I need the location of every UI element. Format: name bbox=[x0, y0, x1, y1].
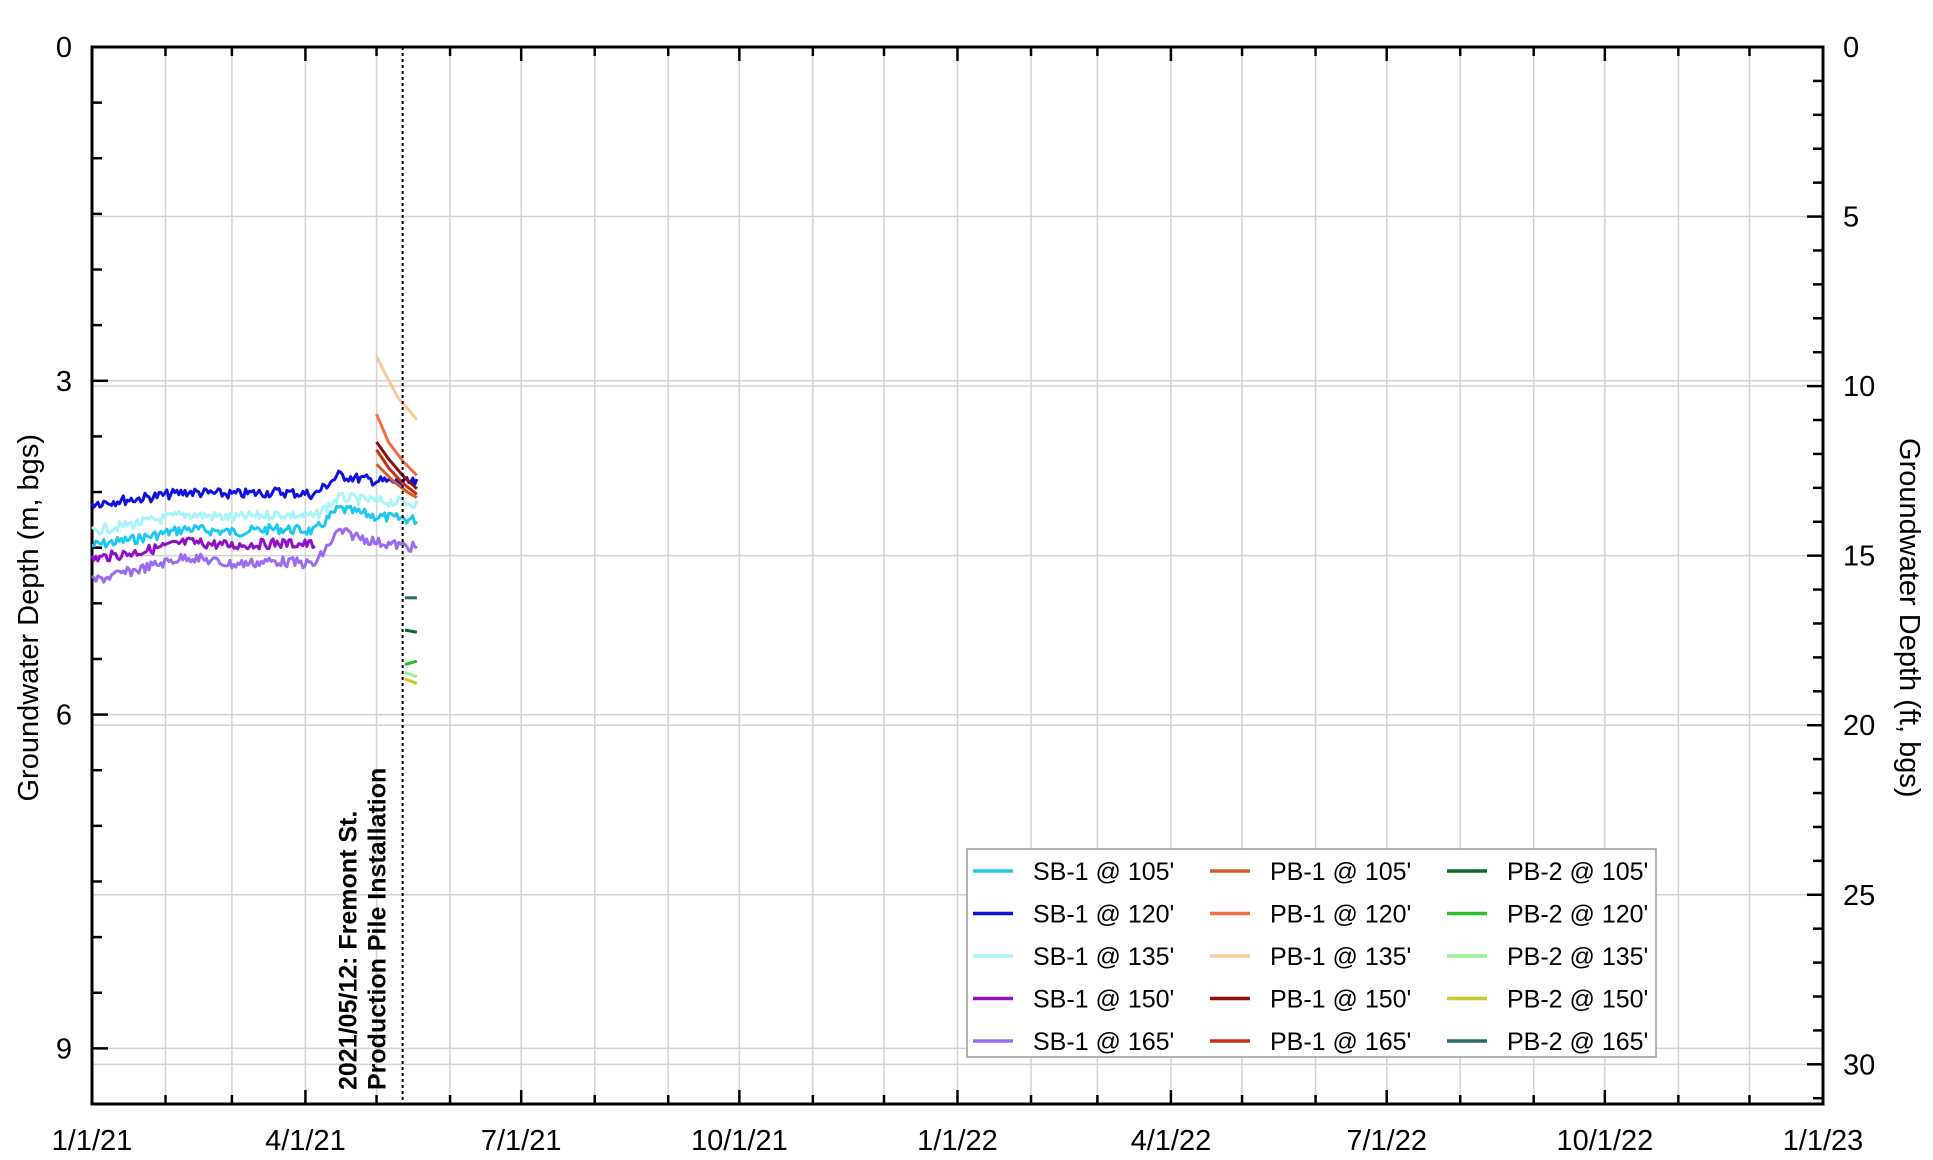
x-tick-label: 1/1/21 bbox=[52, 1125, 133, 1157]
legend-label-0: SB-1 @ 105' bbox=[1033, 858, 1174, 886]
series-line-4 bbox=[91, 527, 418, 584]
series-line-5 bbox=[375, 463, 418, 499]
legend-label-3: SB-1 @ 150' bbox=[1033, 986, 1174, 1014]
x-tick-label: 1/1/23 bbox=[1783, 1125, 1864, 1157]
y-tick-label-right: 20 bbox=[1843, 710, 1875, 742]
legend-label-6: PB-1 @ 120' bbox=[1270, 901, 1411, 929]
legend-box bbox=[966, 848, 1657, 1058]
series-line-12 bbox=[404, 670, 418, 679]
series-line-1 bbox=[90, 469, 419, 509]
legend-label-1: SB-1 @ 120' bbox=[1033, 901, 1174, 929]
y-tick-label-right: 25 bbox=[1843, 880, 1875, 912]
y-axis-title-left: Groundwater Depth (m, bgs) bbox=[13, 434, 45, 801]
legend-label-11: PB-2 @ 120' bbox=[1507, 901, 1648, 929]
series-line-10 bbox=[404, 628, 418, 634]
annotation-label-line1: 2021/05/12: Fremont St. bbox=[335, 811, 363, 1090]
series-line-9 bbox=[375, 448, 418, 496]
legend-label-7: PB-1 @ 135' bbox=[1270, 943, 1411, 971]
y-tick-label-right: 10 bbox=[1843, 371, 1875, 403]
legend-label-9: PB-1 @ 165' bbox=[1270, 1028, 1411, 1056]
y-tick-label-right: 30 bbox=[1843, 1049, 1875, 1081]
y-tick-label-right: 15 bbox=[1843, 541, 1875, 573]
x-tick-label: 10/1/22 bbox=[1556, 1125, 1653, 1157]
x-tick-label: 4/1/22 bbox=[1131, 1125, 1212, 1157]
series-lines bbox=[90, 355, 419, 685]
series-line-3 bbox=[90, 536, 316, 563]
series-line-6 bbox=[375, 413, 418, 477]
x-tick-label: 7/1/22 bbox=[1346, 1125, 1427, 1157]
legend-label-14: PB-2 @ 165' bbox=[1507, 1028, 1648, 1056]
series-line-7 bbox=[375, 355, 419, 421]
axes: 1/1/21 4/1/21 7/1/21 10/1/21 1/1/22 4/1/22 7/1… bbox=[13, 32, 1925, 1157]
legend: SB-1 @ 105' SB-1 @ 120' SB-1 @ 135' SB-1 @ … bbox=[966, 848, 1657, 1058]
x-tick-label: 7/1/21 bbox=[481, 1125, 562, 1157]
annotation: 2021/05/12: Fremont St. Production Pile I… bbox=[335, 47, 404, 1104]
y-tick-label-left: 3 bbox=[56, 366, 72, 398]
y-tick-label-left: 6 bbox=[56, 700, 72, 732]
legend-label-5: PB-1 @ 105' bbox=[1270, 858, 1411, 886]
annotation-label-line2: Production Pile Installation bbox=[364, 768, 392, 1090]
y-tick-label-left: 0 bbox=[56, 32, 72, 64]
series-line-8 bbox=[375, 441, 418, 490]
legend-label-2: SB-1 @ 135' bbox=[1033, 943, 1174, 971]
legend-label-12: PB-2 @ 135' bbox=[1507, 943, 1648, 971]
legend-label-10: PB-2 @ 105' bbox=[1507, 858, 1648, 886]
y-axis-title-right: Groundwater Depth (ft, bgs) bbox=[1893, 438, 1925, 797]
x-tick-label: 4/1/21 bbox=[265, 1125, 346, 1157]
series-line-2 bbox=[90, 491, 419, 536]
legend-label-4: SB-1 @ 165' bbox=[1033, 1028, 1174, 1056]
y-tick-label-left: 9 bbox=[56, 1033, 72, 1065]
legend-label-13: PB-2 @ 150' bbox=[1507, 986, 1648, 1014]
series-line-13 bbox=[404, 677, 418, 685]
x-tick-label: 1/1/22 bbox=[917, 1125, 998, 1157]
y-tick-label-right: 5 bbox=[1843, 202, 1859, 234]
series-line-11 bbox=[404, 659, 418, 666]
x-tick-label: 10/1/21 bbox=[691, 1125, 788, 1157]
y-tick-label-right: 0 bbox=[1843, 32, 1859, 64]
series-line-0 bbox=[91, 504, 418, 549]
legend-label-8: PB-1 @ 150' bbox=[1270, 986, 1411, 1014]
